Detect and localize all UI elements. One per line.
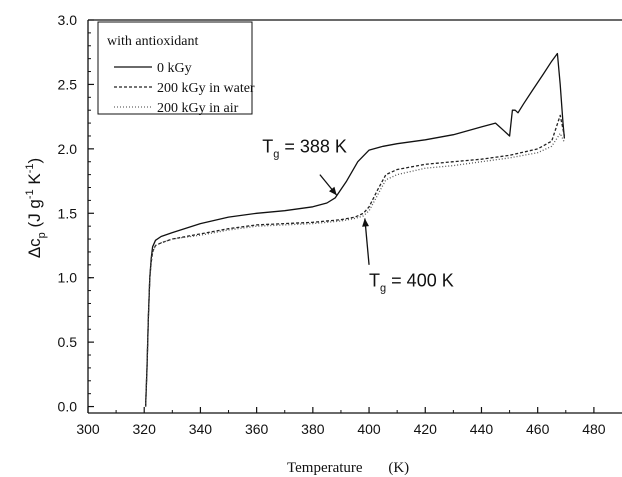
x-tick-label: 460 xyxy=(526,421,550,437)
y-axis-title: Δcp (J g-1 K-1) xyxy=(24,158,48,258)
annotation-tg400: Tg = 400 K xyxy=(369,271,454,295)
x-tick-label: 300 xyxy=(76,421,100,437)
y-tick-label: 2.5 xyxy=(58,76,78,92)
y-label-unit-mid: K xyxy=(25,173,44,190)
series-layer xyxy=(144,52,566,407)
x-tick-label: 320 xyxy=(133,421,157,437)
series-line-2 xyxy=(144,132,565,407)
x-tick-label: 400 xyxy=(357,421,381,437)
x-tick-label: 480 xyxy=(582,421,606,437)
legend-label-water: 200 kGy in water xyxy=(157,81,255,96)
plot-frame xyxy=(87,19,622,414)
y-tick-label: 0.5 xyxy=(58,334,78,350)
x-tick-label: 420 xyxy=(414,421,438,437)
x-tick-label: 440 xyxy=(470,421,494,437)
annotation-tg388: Tg = 388 K xyxy=(262,137,347,161)
legend-title: with antioxidant xyxy=(107,34,198,49)
x-axis-unit: (K) xyxy=(388,460,409,476)
y-tick-label: 0.0 xyxy=(58,399,78,415)
annotations: Tg = 388 K Tg = 400 K xyxy=(262,137,453,295)
series-line-1 xyxy=(144,114,566,407)
x-tick-label: 380 xyxy=(301,421,325,437)
legend-box xyxy=(97,21,253,115)
y-tick-label: 1.0 xyxy=(58,270,78,286)
y-tick-label: 3.0 xyxy=(58,12,78,28)
ticks-layer: 300 320 340 360 380 400 420 440 460 480 0.0 0.5 1.0 1… xyxy=(58,12,606,437)
y-label-sub: p xyxy=(36,232,48,238)
legend-label-0kgy: 0 kGy xyxy=(157,61,192,76)
legend: with antioxidant 0 kGy 200 kGy in water … xyxy=(97,21,255,116)
x-axis-title: Temperature (K) xyxy=(287,460,409,476)
y-tick-label: 2.0 xyxy=(58,141,78,157)
y-label-unit-close: ) xyxy=(25,158,44,164)
y-tick-label: 1.5 xyxy=(58,205,78,221)
y-axis-label: Δcp (J g-1 K-1) xyxy=(24,158,48,258)
legend-label-air: 200 kGy in air xyxy=(157,101,239,116)
annotation-arrowhead-tg400 xyxy=(362,218,369,227)
annotation-arrowhead-tg388 xyxy=(329,186,337,196)
y-label-main: Δc xyxy=(25,238,44,258)
y-label-unit-open: (J g xyxy=(25,199,44,232)
series-line-0 xyxy=(144,52,566,407)
x-axis-label: Temperature xyxy=(287,460,363,476)
y-label-exp2: -1 xyxy=(24,164,36,174)
y-label-exp1: -1 xyxy=(24,189,36,199)
x-tick-label: 360 xyxy=(245,421,269,437)
x-tick-label: 340 xyxy=(189,421,213,437)
